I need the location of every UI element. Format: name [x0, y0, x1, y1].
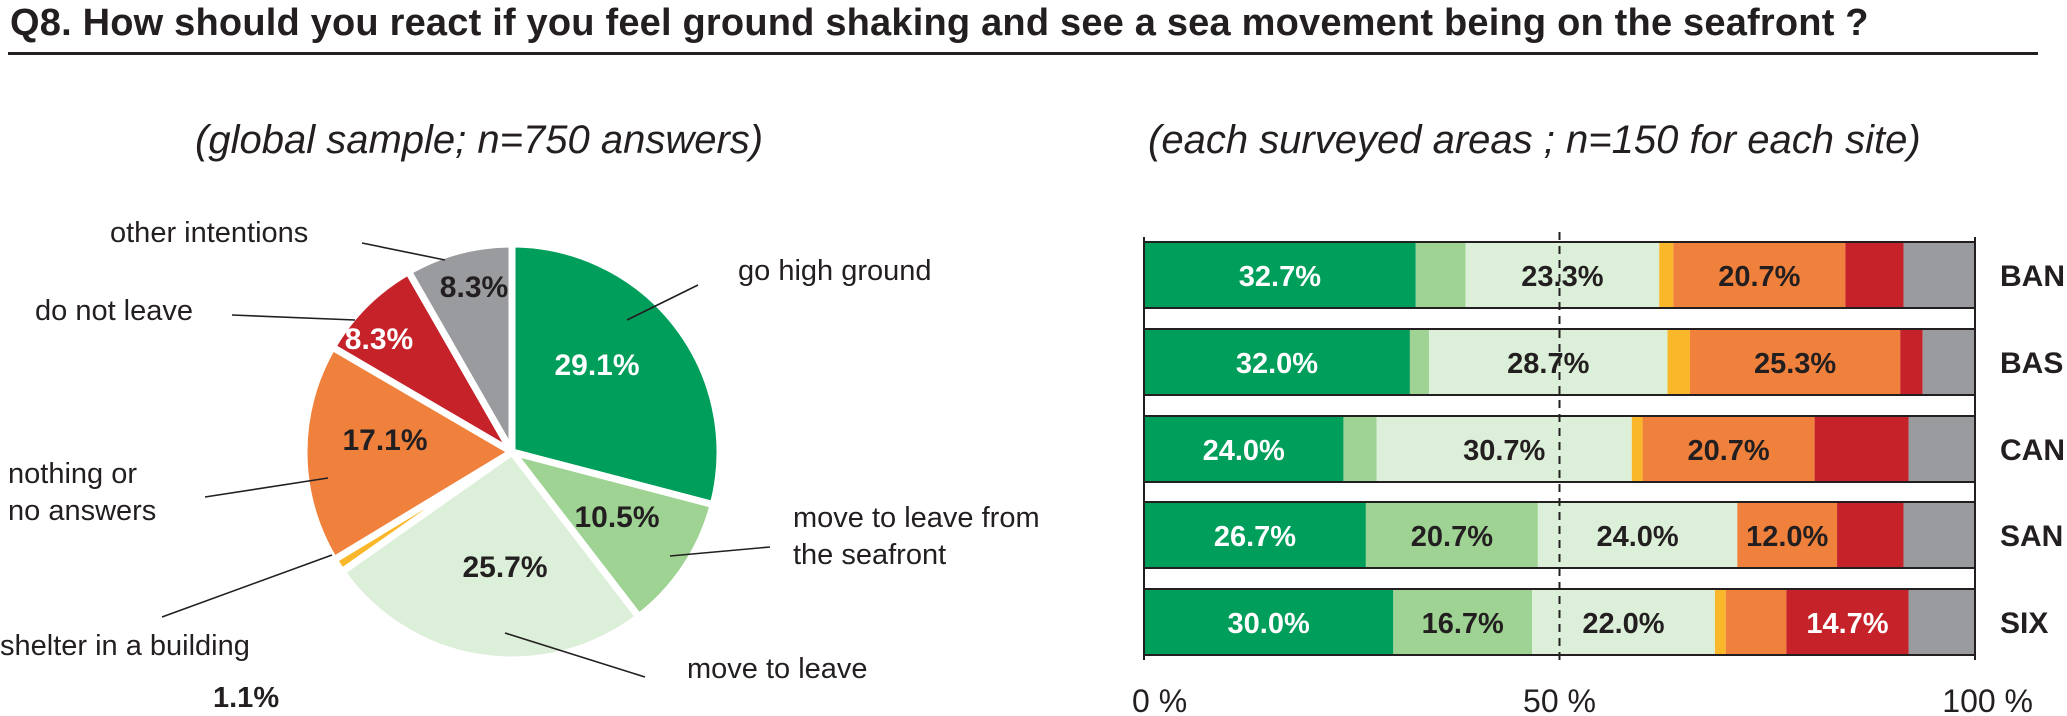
bar-value-label-ban-4: 20.7%: [1718, 261, 1800, 293]
pie-chart-title: (global sample; n=750 answers): [195, 118, 764, 162]
bar-segment-bas-6: [1922, 329, 1975, 395]
bar-segment-bas-4: [1689, 329, 1901, 395]
bar-chart-title: (each surveyed areas ; n=150 for each si…: [1148, 118, 1921, 162]
pie-slice-move-to-leave: [338, 448, 643, 664]
bar-segment-san-0: [1144, 502, 1366, 568]
pie-category-label-other-intentions: other intentions: [110, 217, 308, 249]
category-label-can: CAN: [2000, 434, 2065, 467]
bar-value-label-can-0: 24.0%: [1203, 435, 1285, 467]
pie-value-label-nothing-or-no-answers: 17.1%: [342, 424, 427, 457]
chart-heading: Q8. How should you react if you feel gro…: [10, 2, 1869, 44]
bar-segment-bas-0: [1144, 329, 1410, 395]
bar-segment-bas-2: [1429, 329, 1668, 395]
bar-segment-bas-3: [1667, 329, 1690, 395]
bar-value-label-six-0: 30.0%: [1228, 608, 1310, 640]
bar-segment-bas-1: [1409, 329, 1430, 395]
pie-category-label-go-high-ground: go high ground: [738, 255, 932, 287]
bar-value-label-ban-0: 32.7%: [1239, 261, 1321, 293]
bar-value-label-six-5: 14.7%: [1806, 608, 1888, 640]
leader-line-nothing-or-no-answers: [204, 477, 329, 498]
bar-value-label-san-0: 26.7%: [1214, 521, 1296, 553]
bar-segment-can-6: [1908, 416, 1975, 482]
bar-segment-san-6: [1903, 502, 1975, 568]
bar-value-label-six-1: 16.7%: [1422, 608, 1504, 640]
bar-segment-ban-6: [1903, 242, 1975, 308]
category-label-six: SIX: [2000, 607, 2048, 640]
category-label-san: SAN: [2000, 520, 2063, 553]
leader-line-shelter-in-a-building: [161, 554, 333, 618]
pie-category-label-move-to-leave: move to leave: [687, 653, 868, 685]
bar-value-label-can-2: 30.7%: [1463, 435, 1545, 467]
bar-segment-six-1: [1393, 589, 1533, 655]
leader-line-other-intentions: [361, 242, 446, 261]
bar-segment-can-5: [1814, 416, 1909, 482]
bar-segment-can-1: [1343, 416, 1377, 482]
bar-segment-san-2: [1537, 502, 1738, 568]
pie-category-label-do-not-leave: do not leave: [35, 295, 193, 327]
bar-segment-six-4: [1725, 589, 1787, 655]
leader-line-move-to-leave: [504, 632, 646, 678]
bar-segment-six-5: [1786, 589, 1909, 655]
bar-segment-ban-0: [1144, 242, 1416, 308]
bar-segment-ban-1: [1415, 242, 1466, 308]
bar-segment-can-0: [1144, 416, 1344, 482]
pie-category-label-nothing-or-no-answers: nothing or no answers: [8, 458, 156, 527]
bar-segment-six-0: [1144, 589, 1394, 655]
bar-value-label-san-4: 12.0%: [1746, 521, 1828, 553]
bar-value-label-bas-2: 28.7%: [1507, 348, 1589, 380]
bar-segment-ban-5: [1845, 242, 1904, 308]
pie-slice-nothing-or-no-answers: [300, 343, 516, 564]
pie-value-label-move-to-leave-from-the-seafront: 10.5%: [574, 501, 659, 534]
bar-segment-six-3: [1714, 589, 1726, 655]
pie-value-label-do-not-leave: 8.3%: [345, 323, 413, 356]
pie-slice-move-to-leave-from-the-seafront: [508, 448, 717, 621]
pie-slice-go-high-ground: [508, 240, 724, 509]
bar-segment-six-6: [1908, 589, 1975, 655]
pie-slice-do-not-leave: [328, 268, 516, 456]
x-tick-label-0: 0 %: [1132, 683, 1187, 716]
leader-line-move-to-leave-from-the-seafront: [669, 546, 771, 557]
bar-value-label-six-2: 22.0%: [1582, 608, 1664, 640]
pie-value-label-other-intentions: 8.3%: [440, 271, 508, 304]
bar-segment-san-1: [1365, 502, 1538, 568]
bar-value-label-san-2: 24.0%: [1596, 521, 1678, 553]
x-tick-label-100: 100 %: [1942, 683, 2033, 716]
pie-slice-other-intentions: [404, 240, 516, 456]
bar-segment-san-5: [1837, 502, 1904, 568]
bar-segment-ban-3: [1659, 242, 1674, 308]
bar-value-label-san-1: 20.7%: [1411, 521, 1493, 553]
pie-value-label-shelter-in-a-building: 1.1%: [213, 682, 279, 714]
pie-category-label-move-to-leave-from-the-seafront: move to leave from the seafront: [793, 502, 1040, 571]
bar-segment-ban-4: [1673, 242, 1846, 308]
pie-chart: 29.1% 10.5% 25.7% 17.1% 8.3% 8.3% go high grou…: [0, 217, 1040, 714]
pie-value-label-move-to-leave: 25.7%: [462, 551, 547, 584]
heading-underline: [8, 52, 2038, 55]
category-label-ban: BAN: [2000, 260, 2065, 293]
pie-value-label-go-high-ground: 29.1%: [554, 349, 639, 382]
bar-segment-can-4: [1642, 416, 1815, 482]
x-tick-label-50: 50 %: [1523, 683, 1596, 716]
bar-segment-bas-5: [1900, 329, 1923, 395]
bar-value-label-bas-0: 32.0%: [1236, 348, 1318, 380]
bar-value-label-ban-2: 23.3%: [1521, 261, 1603, 293]
bar-segment-ban-2: [1465, 242, 1660, 308]
leader-line-go-high-ground: [626, 284, 699, 321]
bar-segment-can-2: [1376, 416, 1632, 482]
bar-value-label-can-4: 20.7%: [1687, 435, 1769, 467]
pie-category-label-shelter-in-a-building: shelter in a building: [0, 630, 250, 662]
bar-segment-can-3: [1631, 416, 1643, 482]
bar-segment-san-4: [1737, 502, 1838, 568]
bar-value-label-bas-4: 25.3%: [1754, 348, 1836, 380]
category-label-bas: BAS: [2000, 347, 2063, 380]
leader-line-do-not-leave: [231, 314, 356, 321]
bar-segment-six-2: [1532, 589, 1715, 655]
